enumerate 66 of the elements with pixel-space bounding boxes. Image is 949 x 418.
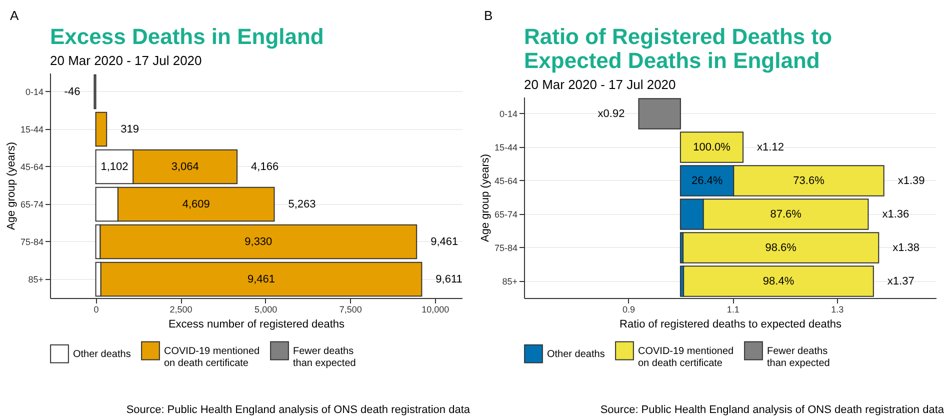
chart-subtitle: 20 Mar 2020 - 17 Jul 2020	[524, 77, 676, 92]
data-label: 9,461	[248, 273, 276, 286]
x-tick-label: 5,000	[254, 304, 278, 314]
total-label: 9,461	[430, 236, 458, 248]
y-tick-label: 85+	[502, 276, 518, 286]
total-label: 5,263	[288, 198, 316, 210]
y-tick-label: 0-14	[25, 86, 44, 97]
chart-title: Ratio of Registered Deaths to Expected Deaths in England	[524, 24, 832, 73]
y-tick-label: 75-84	[494, 242, 518, 253]
y-tick-label: 45-64	[494, 176, 518, 186]
source-note: Source: Public Health England analysis of ONS death registration data	[126, 404, 470, 416]
annotation: 26.4%	[691, 174, 723, 187]
data-label: 9,330	[244, 236, 272, 248]
total-label: 319	[120, 123, 139, 136]
chart-subtitle: 20 Mar 2020 - 17 Jul 2020	[50, 53, 202, 68]
chart-title: Excess Deaths in England	[50, 24, 324, 49]
y-axis-title: Age group (years)	[479, 154, 492, 242]
annotation: x1.38	[892, 242, 920, 254]
annotation: 98.6%	[765, 242, 797, 254]
data-label: 4,609	[182, 198, 210, 210]
annotation: x1.36	[882, 208, 910, 220]
bar	[100, 224, 418, 260]
annotation: x1.39	[898, 174, 925, 187]
annotation: x0.92	[598, 108, 625, 120]
y-tick-label: 65-74	[494, 209, 518, 220]
x-tick-label: 7,500	[339, 304, 362, 314]
annotation: 87.6%	[770, 208, 802, 220]
y-tick-label: 65-74	[20, 199, 44, 210]
x-axis-title: Excess number of registered deaths	[168, 318, 346, 330]
y-tick-label: 15-44	[20, 124, 44, 134]
text: B	[484, 8, 493, 23]
x-tick-label: 2,500	[170, 304, 192, 314]
legend-label: COVID-19 mentioned on death certificate	[638, 346, 734, 369]
y-tick-label: 85+	[28, 274, 44, 284]
annotation: 98.4%	[762, 275, 794, 288]
bar	[682, 232, 880, 264]
bar	[95, 112, 108, 147]
legend-label: Fewer deaths than expected	[767, 346, 830, 369]
legend-label: Fewer deaths than expected	[293, 346, 356, 369]
bar	[680, 132, 744, 163]
x-tick-label: 1.3	[831, 304, 844, 314]
annotation: x1.37	[887, 275, 914, 288]
x-tick-label: 0	[94, 304, 99, 314]
total-label: -46	[64, 86, 80, 98]
x-tick-label: 0.9	[622, 304, 636, 314]
annotation: 100.0%	[693, 141, 731, 154]
text: A	[10, 8, 19, 23]
legend-label: Other deaths	[547, 348, 605, 360]
total-label: 4,166	[251, 160, 279, 173]
y-tick-label: 15-44	[494, 142, 518, 152]
y-tick-label: 45-64	[20, 162, 44, 172]
annotation: x1.12	[757, 141, 784, 154]
annotation: 73.6%	[793, 174, 825, 187]
source-note: Source: Public Health England analysis of ONS death registration data	[600, 404, 944, 416]
y-tick-label: 0-14	[499, 108, 518, 119]
data-label: 3,064	[171, 160, 199, 173]
x-axis-title: Ratio of registered deaths to expected deaths	[620, 318, 842, 330]
data-label: 1,102	[100, 160, 128, 173]
x-tick-label: 1.1	[726, 304, 740, 314]
bar	[638, 98, 681, 130]
y-tick-label: 75-84	[20, 236, 44, 247]
x-tick-label: 10,000	[422, 304, 450, 314]
y-axis-title: Age group (years)	[5, 142, 18, 230]
legend-label: Other deaths	[73, 348, 131, 360]
total-label: 9,611	[436, 273, 462, 286]
legend-label: COVID-19 mentioned on death certificate	[164, 346, 260, 369]
